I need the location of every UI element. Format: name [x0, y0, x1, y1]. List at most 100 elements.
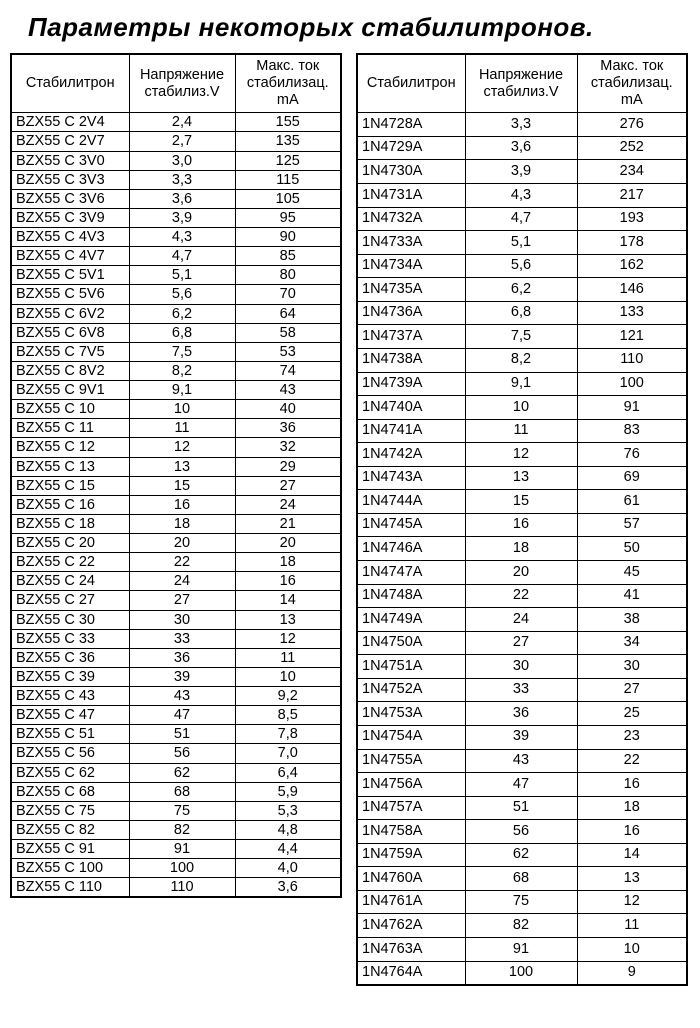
- table-row: 1N4739A9,1100: [357, 372, 687, 396]
- cell-voltage: 2,7: [129, 132, 235, 151]
- cell-voltage: 7,5: [129, 342, 235, 361]
- cell-current: 64: [235, 304, 341, 323]
- cell-name: BZX55 C 68: [11, 782, 129, 801]
- cell-voltage: 2,4: [129, 113, 235, 132]
- cell-voltage: 51: [129, 725, 235, 744]
- cell-voltage: 100: [465, 961, 577, 985]
- table-row: BZX55 C 1001004,0: [11, 859, 341, 878]
- cell-voltage: 5,1: [465, 231, 577, 255]
- cell-name: BZX55 C 110: [11, 878, 129, 898]
- cell-name: 1N4733A: [357, 231, 465, 255]
- table-row: BZX55 C 91914,4: [11, 840, 341, 859]
- cell-voltage: 43: [129, 687, 235, 706]
- cell-voltage: 27: [129, 591, 235, 610]
- cell-voltage: 11: [129, 419, 235, 438]
- cell-voltage: 33: [465, 678, 577, 702]
- cell-current: 6,4: [235, 763, 341, 782]
- cell-current: 217: [577, 184, 687, 208]
- cell-name: 1N4730A: [357, 160, 465, 184]
- zener-table-1n47xx: Стабилитрон Напряжение стабилиз.V Макс. …: [356, 53, 688, 986]
- cell-name: BZX55 C 3V3: [11, 170, 129, 189]
- table-row: 1N4737A7,5121: [357, 325, 687, 349]
- cell-current: 4,0: [235, 859, 341, 878]
- table-row: BZX55 C 222218: [11, 553, 341, 572]
- cell-voltage: 5,6: [465, 254, 577, 278]
- table-row: BZX55 C 242416: [11, 572, 341, 591]
- table-row: 1N4761A7512: [357, 890, 687, 914]
- cell-name: 1N4755A: [357, 749, 465, 773]
- col-header-voltage: Напряжение стабилиз.V: [465, 54, 577, 113]
- cell-name: BZX55 C 30: [11, 610, 129, 629]
- table-row: 1N4738A8,2110: [357, 348, 687, 372]
- table-row: 1N4734A5,6162: [357, 254, 687, 278]
- cell-current: 23: [577, 725, 687, 749]
- table-row: 1N4730A3,9234: [357, 160, 687, 184]
- table-row: BZX55 C 151527: [11, 476, 341, 495]
- cell-voltage: 51: [465, 796, 577, 820]
- cell-voltage: 91: [465, 938, 577, 962]
- table-row: 1N4740A1091: [357, 396, 687, 420]
- table-row: 1N4750A2734: [357, 631, 687, 655]
- cell-voltage: 39: [129, 667, 235, 686]
- cell-voltage: 3,6: [129, 189, 235, 208]
- cell-current: 3,6: [235, 878, 341, 898]
- cell-current: 7,0: [235, 744, 341, 763]
- table-row: BZX55 C 68685,9: [11, 782, 341, 801]
- cell-name: BZX55 C 62: [11, 763, 129, 782]
- cell-name: BZX55 C 2V7: [11, 132, 129, 151]
- cell-voltage: 30: [129, 610, 235, 629]
- cell-voltage: 16: [129, 495, 235, 514]
- cell-current: 76: [577, 443, 687, 467]
- table-row: 1N4732A4,7193: [357, 207, 687, 231]
- cell-current: 53: [235, 342, 341, 361]
- cell-current: 16: [577, 820, 687, 844]
- cell-current: 14: [235, 591, 341, 610]
- cell-name: BZX55 C 24: [11, 572, 129, 591]
- cell-name: 1N4744A: [357, 490, 465, 514]
- cell-voltage: 68: [465, 867, 577, 891]
- cell-voltage: 16: [465, 513, 577, 537]
- cell-current: 83: [577, 419, 687, 443]
- cell-voltage: 3,3: [129, 170, 235, 189]
- table-row: BZX55 C 181821: [11, 514, 341, 533]
- cell-current: 69: [577, 466, 687, 490]
- col-header-current: Макс. ток стабилизац. mA: [577, 54, 687, 113]
- table-row: BZX55 C 121232: [11, 438, 341, 457]
- cell-voltage: 47: [465, 773, 577, 797]
- table-row: BZX55 C 202020: [11, 534, 341, 553]
- cell-voltage: 4,3: [129, 228, 235, 247]
- cell-voltage: 9,1: [465, 372, 577, 396]
- cell-voltage: 43: [465, 749, 577, 773]
- cell-voltage: 62: [129, 763, 235, 782]
- cell-name: BZX55 C 4V7: [11, 247, 129, 266]
- table-row: BZX55 C 43439,2: [11, 687, 341, 706]
- table-row: 1N4741A1183: [357, 419, 687, 443]
- table-row: 1N4728A3,3276: [357, 113, 687, 137]
- cell-name: BZX55 C 9V1: [11, 381, 129, 400]
- zener-table-bzx55: Стабилитрон Напряжение стабилиз.V Макс. …: [10, 53, 342, 898]
- cell-voltage: 13: [129, 457, 235, 476]
- table-row: 1N4746A1850: [357, 537, 687, 561]
- cell-voltage: 13: [465, 466, 577, 490]
- cell-voltage: 4,3: [465, 184, 577, 208]
- table-row: BZX55 C 3V93,995: [11, 208, 341, 227]
- cell-current: 162: [577, 254, 687, 278]
- cell-current: 4,8: [235, 820, 341, 839]
- cell-current: 30: [577, 655, 687, 679]
- cell-current: 7,8: [235, 725, 341, 744]
- cell-voltage: 6,2: [129, 304, 235, 323]
- cell-name: 1N4743A: [357, 466, 465, 490]
- cell-voltage: 10: [129, 400, 235, 419]
- cell-current: 57: [577, 513, 687, 537]
- cell-name: 1N4737A: [357, 325, 465, 349]
- cell-voltage: 15: [465, 490, 577, 514]
- cell-current: 11: [235, 648, 341, 667]
- cell-current: 18: [577, 796, 687, 820]
- table-row: BZX55 C 303013: [11, 610, 341, 629]
- cell-name: BZX55 C 75: [11, 801, 129, 820]
- cell-voltage: 110: [129, 878, 235, 898]
- cell-current: 21: [235, 514, 341, 533]
- cell-current: 276: [577, 113, 687, 137]
- cell-name: 1N4731A: [357, 184, 465, 208]
- table-row: 1N4744A1561: [357, 490, 687, 514]
